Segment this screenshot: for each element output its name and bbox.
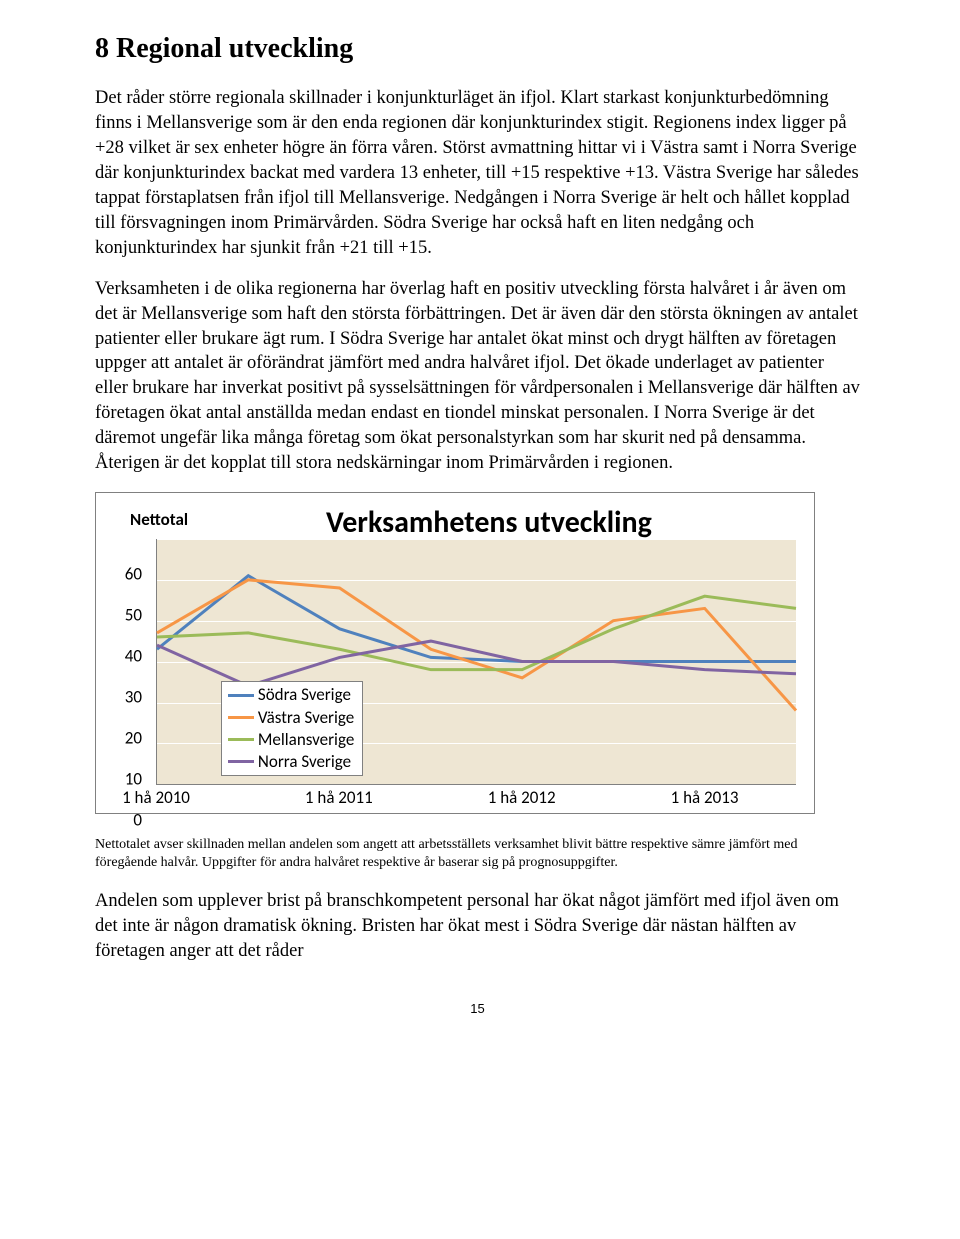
y-tick-label: 60: [125, 564, 142, 587]
y-tick-label: 40: [125, 646, 142, 669]
x-tick-label: 1 hå 2013: [671, 787, 739, 810]
legend-item: Västra Sverige: [228, 707, 354, 729]
legend-label: Södra Sverige: [258, 684, 351, 706]
y-tick-label: 30: [125, 687, 142, 710]
legend-swatch: [228, 738, 254, 741]
section-heading: 8 Regional utveckling: [95, 30, 860, 68]
legend-label: Mellansverige: [258, 729, 354, 751]
body-paragraph: Det råder större regionala skillnader i …: [95, 86, 860, 261]
x-tick-label: 1 hå 2012: [488, 787, 556, 810]
legend-swatch: [228, 716, 254, 719]
legend-swatch: [228, 760, 254, 763]
series-line: [157, 576, 796, 662]
legend-label: Norra Sverige: [258, 751, 351, 773]
chart-container: Nettotal Verksamhetens utveckling 010203…: [95, 492, 815, 814]
y-axis-labels: 0102030405060: [96, 529, 148, 785]
legend-item: Norra Sverige: [228, 751, 354, 773]
chart-inner: Nettotal Verksamhetens utveckling 010203…: [96, 493, 814, 813]
legend-label: Västra Sverige: [258, 707, 354, 729]
page-number: 15: [95, 1000, 860, 1018]
legend-item: Mellansverige: [228, 729, 354, 751]
legend-swatch: [228, 694, 254, 697]
x-axis-labels: 1 hå 20101 hå 20111 hå 20121 hå 2013: [156, 787, 796, 809]
chart-title: Verksamhetens utveckling: [326, 503, 652, 544]
legend-item: Södra Sverige: [228, 684, 354, 706]
chart-legend: Södra SverigeVästra SverigeMellansverige…: [221, 681, 363, 775]
x-tick-label: 1 hå 2010: [122, 787, 190, 810]
chart-footnote: Nettotalet avser skillnaden mellan andel…: [95, 836, 860, 871]
plot-area: Södra SverigeVästra SverigeMellansverige…: [156, 539, 796, 785]
body-paragraph: Andelen som upplever brist på branschkom…: [95, 889, 860, 964]
body-paragraph: Verksamheten i de olika regionerna har ö…: [95, 277, 860, 477]
y-tick-label: 50: [125, 605, 142, 628]
x-tick-label: 1 hå 2011: [305, 787, 373, 810]
y-tick-label: 0: [133, 810, 142, 833]
y-tick-label: 20: [125, 728, 142, 751]
